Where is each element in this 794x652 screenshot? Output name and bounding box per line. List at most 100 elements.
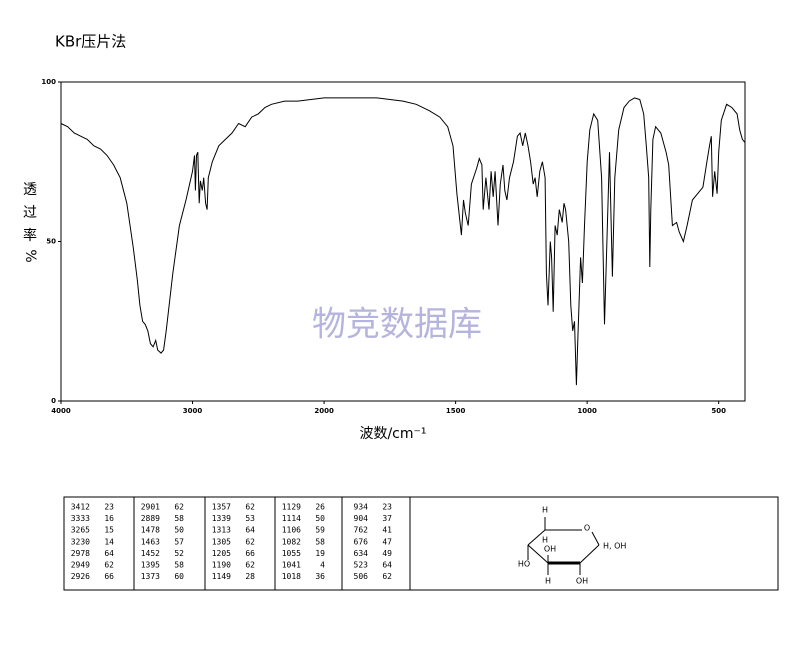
table-cell: 1395 bbox=[141, 561, 160, 570]
y-label-unit: % bbox=[22, 249, 38, 262]
table-cell: 23 bbox=[382, 503, 392, 512]
table-cell: 523 bbox=[354, 561, 369, 570]
table-cell: 59 bbox=[315, 526, 325, 535]
table-cell: 1041 bbox=[282, 561, 301, 570]
table-cell: 14 bbox=[104, 537, 114, 546]
table-cell: 58 bbox=[315, 537, 325, 546]
table-cell: 64 bbox=[382, 561, 392, 570]
x-tick-label: 3000 bbox=[183, 407, 203, 415]
table-cell: 66 bbox=[104, 572, 114, 581]
table-cell: 60 bbox=[174, 572, 184, 581]
table-cell: 1478 bbox=[141, 526, 160, 535]
table-cell: 1357 bbox=[212, 503, 231, 512]
table-cell: 3412 bbox=[71, 503, 90, 512]
table-frame bbox=[63, 496, 779, 591]
table-cell: 62 bbox=[104, 561, 114, 570]
table-cell: 28 bbox=[245, 572, 255, 581]
table-cell: 62 bbox=[245, 537, 255, 546]
structure-bonds bbox=[527, 517, 600, 575]
y-tick-label: 0 bbox=[51, 397, 56, 405]
x-tick-label: 1500 bbox=[446, 407, 466, 415]
table-cell: 3265 bbox=[71, 526, 90, 535]
table-cell: 50 bbox=[174, 526, 184, 535]
structure-label: H bbox=[545, 577, 551, 586]
table-cell: 2978 bbox=[71, 549, 90, 558]
table-cell: 1313 bbox=[212, 526, 231, 535]
table-cell: 676 bbox=[354, 537, 369, 546]
table-cell: 1149 bbox=[212, 572, 231, 581]
table-dividers bbox=[133, 497, 411, 590]
structure-label: OH bbox=[576, 577, 588, 586]
table-cell: 1373 bbox=[141, 572, 160, 581]
plot-frame bbox=[60, 81, 746, 402]
chart-title: KBr压片法 bbox=[55, 33, 126, 51]
table-cell: 634 bbox=[354, 549, 369, 558]
table-cell: 62 bbox=[245, 503, 255, 512]
table-cell: 47 bbox=[382, 537, 392, 546]
structure-label: O bbox=[584, 524, 590, 533]
structure-label: H bbox=[542, 506, 548, 515]
x-tick-label: 2000 bbox=[314, 407, 334, 415]
table-cell: 1190 bbox=[212, 561, 231, 570]
table-cell: 1452 bbox=[141, 549, 160, 558]
table-cell: 23 bbox=[104, 503, 114, 512]
watermark: 物竞数据库 bbox=[312, 305, 482, 345]
structure-label: HO bbox=[518, 560, 530, 569]
table-cell: 3333 bbox=[71, 514, 90, 523]
table-cell: 62 bbox=[245, 561, 255, 570]
table-cell: 1018 bbox=[282, 572, 301, 581]
x-label: 波数/cm⁻¹ bbox=[359, 426, 426, 442]
table-cell: 36 bbox=[315, 572, 325, 581]
y-label: 过 bbox=[23, 205, 37, 221]
table-cell: 15 bbox=[104, 526, 114, 535]
table-cell: 64 bbox=[245, 526, 255, 535]
y-label: 透 bbox=[23, 182, 37, 198]
table-cell: 1082 bbox=[282, 537, 301, 546]
table-cell: 762 bbox=[354, 526, 369, 535]
table-cell: 1205 bbox=[212, 549, 231, 558]
table-cell: 2889 bbox=[141, 514, 160, 523]
table-cell: 1305 bbox=[212, 537, 231, 546]
table-cell: 41 bbox=[382, 526, 392, 535]
table-cell: 58 bbox=[174, 514, 184, 523]
table-cell: 53 bbox=[245, 514, 255, 523]
table-cell: 62 bbox=[174, 503, 184, 512]
table-cell: 506 bbox=[354, 572, 369, 581]
y-label: 率 bbox=[23, 227, 37, 244]
structure-label: H, OH bbox=[603, 542, 626, 551]
structure-label: OH bbox=[544, 545, 556, 554]
x-tick-label: 1000 bbox=[577, 407, 597, 415]
table-cell: 1106 bbox=[282, 526, 301, 535]
table-cell: 52 bbox=[174, 549, 184, 558]
table-cell: 58 bbox=[174, 561, 184, 570]
spectrum-line bbox=[60, 97, 746, 386]
table-cell: 3230 bbox=[71, 537, 90, 546]
x-tick-label: 500 bbox=[711, 407, 726, 415]
table-cell: 26 bbox=[315, 503, 325, 512]
table-cell: 1463 bbox=[141, 537, 160, 546]
table-cell: 66 bbox=[245, 549, 255, 558]
table-cell: 904 bbox=[354, 514, 369, 523]
table-cell: 2926 bbox=[71, 572, 90, 581]
table-cell: 62 bbox=[382, 572, 392, 581]
x-tick-label: 4000 bbox=[51, 407, 71, 415]
table-cell: 1055 bbox=[282, 549, 301, 558]
table-cell: 16 bbox=[104, 514, 114, 523]
table-cell: 19 bbox=[315, 549, 325, 558]
table-cell: 57 bbox=[174, 537, 184, 546]
structure-label: H bbox=[542, 536, 548, 545]
table-cell: 2901 bbox=[141, 503, 160, 512]
y-tick-label: 100 bbox=[41, 78, 56, 86]
table-cell: 49 bbox=[382, 549, 392, 558]
table-cell: 2949 bbox=[71, 561, 90, 570]
table-cell: 37 bbox=[382, 514, 392, 523]
table-cell: 1129 bbox=[282, 503, 301, 512]
table-cell: 934 bbox=[354, 503, 369, 512]
y-tick-label: 50 bbox=[46, 238, 56, 246]
table-cell: 50 bbox=[315, 514, 325, 523]
table-cell: 64 bbox=[104, 549, 114, 558]
table-cell: 4 bbox=[320, 561, 325, 570]
table-cell: 1339 bbox=[212, 514, 231, 523]
table-cell: 1114 bbox=[282, 514, 301, 523]
